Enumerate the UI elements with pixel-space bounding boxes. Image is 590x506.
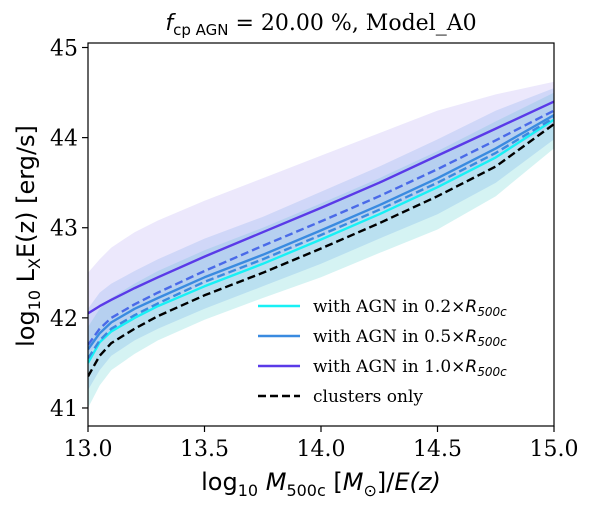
- series-line-2: [88, 100, 554, 315]
- x-axis-ticks: 13.0 13.5 14.0 14.5 15.0: [64, 426, 579, 462]
- x-tick-label-0: 13.0: [64, 437, 113, 462]
- chart-title: fcp AGN = 20.00 %, Model_A0: [165, 11, 476, 39]
- band-0: [88, 92, 554, 408]
- legend-label-3: clusters only: [313, 387, 423, 407]
- series-line-5: [88, 123, 554, 377]
- series-line-0: [88, 118, 554, 364]
- y-tick-label-1: 42: [50, 307, 78, 332]
- x-axis-label: log10 M500c [M⊙]/E(z): [201, 468, 441, 500]
- x-tick-label-1: 13.5: [180, 437, 229, 462]
- y-axis-ticks: 41 42 43 44 45: [50, 37, 88, 422]
- series-line-3: [88, 109, 554, 346]
- x-tick-label-3: 14.5: [413, 437, 462, 462]
- series-line-4: [88, 116, 554, 360]
- band-2: [88, 81, 554, 354]
- y-tick-label-4: 45: [50, 37, 78, 62]
- legend-label-2: with AGN in 1.0×R500c: [313, 357, 507, 379]
- legend-label-0: with AGN in 0.2×R500c: [313, 297, 507, 319]
- series-line-1: [88, 114, 554, 351]
- legend: with AGN in 0.2×R500c with AGN in 0.5×R50…: [258, 297, 507, 407]
- series-lines: [88, 100, 554, 377]
- y-tick-label-2: 43: [50, 217, 78, 242]
- y-tick-label-3: 44: [50, 127, 78, 152]
- legend-label-1: with AGN in 0.5×R500c: [313, 327, 507, 349]
- y-axis-label: log10 LXE(z) [erg/s]: [12, 125, 44, 347]
- y-tick-label-0: 41: [50, 397, 78, 422]
- x-tick-label-4: 15.0: [530, 437, 579, 462]
- x-tick-label-2: 14.0: [297, 437, 346, 462]
